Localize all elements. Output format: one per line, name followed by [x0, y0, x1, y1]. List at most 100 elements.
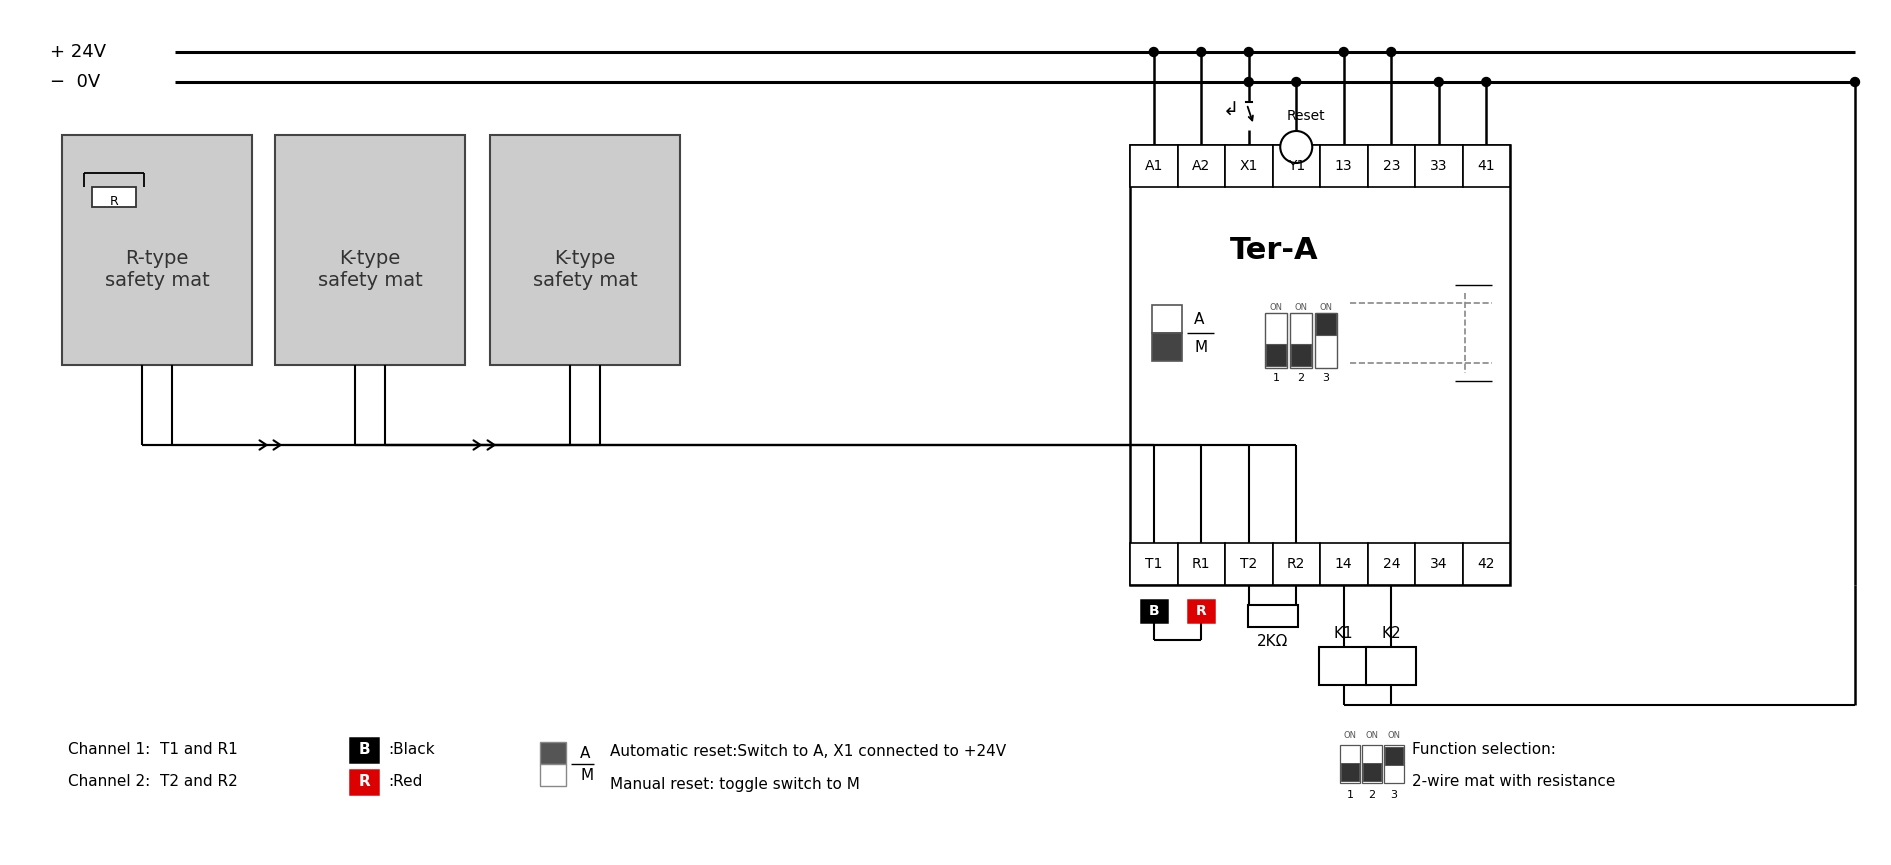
Text: −  0V: − 0V: [49, 73, 100, 91]
Text: K-type
safety mat: K-type safety mat: [533, 249, 637, 291]
Text: Manual reset: toggle switch to M: Manual reset: toggle switch to M: [611, 777, 860, 791]
Bar: [1414, 145, 1462, 187]
Bar: [1265, 313, 1288, 368]
Text: Function selection:: Function selection:: [1413, 742, 1556, 758]
Bar: [1316, 313, 1337, 335]
Bar: [1292, 344, 1310, 366]
Text: ↲: ↲: [1223, 100, 1239, 119]
Text: ON: ON: [1388, 731, 1401, 740]
Bar: [1363, 763, 1380, 781]
Text: 2-wire mat with resistance: 2-wire mat with resistance: [1413, 774, 1615, 790]
Text: B: B: [1148, 604, 1159, 618]
Bar: [1188, 600, 1214, 622]
Circle shape: [1244, 48, 1254, 56]
Text: 34: 34: [1430, 557, 1447, 571]
Bar: [1367, 647, 1416, 685]
Bar: [1320, 543, 1367, 585]
Circle shape: [1292, 78, 1301, 86]
Text: 2KΩ: 2KΩ: [1258, 633, 1288, 649]
Text: Reset: Reset: [1286, 109, 1326, 123]
Text: T1: T1: [1146, 557, 1163, 571]
Bar: [1152, 333, 1182, 361]
Bar: [490, 135, 681, 365]
Text: R: R: [1195, 604, 1206, 618]
Bar: [350, 738, 378, 762]
Bar: [1367, 543, 1414, 585]
Text: A2: A2: [1191, 159, 1210, 173]
Bar: [1131, 145, 1511, 585]
Text: R-type
safety mat: R-type safety mat: [104, 249, 210, 291]
Text: 3: 3: [1390, 790, 1397, 800]
Text: ON: ON: [1269, 303, 1282, 311]
Text: R2: R2: [1288, 557, 1305, 571]
Bar: [1341, 763, 1360, 781]
Circle shape: [1339, 48, 1348, 56]
Text: T2: T2: [1240, 557, 1258, 571]
Bar: [1414, 543, 1462, 585]
Text: K1: K1: [1333, 625, 1354, 640]
Text: 23: 23: [1382, 159, 1399, 173]
Circle shape: [1280, 131, 1312, 163]
Bar: [1225, 145, 1273, 187]
Circle shape: [1483, 78, 1490, 86]
Text: Channel 2:  T2 and R2: Channel 2: T2 and R2: [68, 774, 238, 790]
Text: Ter-A: Ter-A: [1229, 235, 1318, 265]
Text: Y1: Y1: [1288, 159, 1305, 173]
Bar: [1178, 543, 1225, 585]
Bar: [1265, 344, 1286, 366]
Text: 14: 14: [1335, 557, 1352, 571]
Bar: [1384, 747, 1403, 765]
Circle shape: [1150, 48, 1159, 56]
Bar: [350, 770, 378, 794]
Text: M: M: [1193, 339, 1206, 355]
Bar: [1320, 145, 1367, 187]
Bar: [1462, 145, 1511, 187]
Text: 1: 1: [1273, 373, 1280, 383]
Text: 24: 24: [1382, 557, 1399, 571]
Text: R1: R1: [1191, 557, 1210, 571]
Text: ON: ON: [1295, 303, 1307, 311]
Text: 42: 42: [1477, 557, 1496, 571]
Text: R: R: [110, 195, 119, 208]
Bar: [1248, 605, 1297, 627]
Text: B: B: [357, 742, 371, 758]
Text: 1: 1: [1346, 790, 1354, 800]
Circle shape: [1244, 78, 1254, 86]
Text: A: A: [1193, 311, 1205, 326]
Circle shape: [1433, 78, 1443, 86]
Text: R: R: [357, 774, 371, 790]
Bar: [62, 135, 252, 365]
Text: + 24V: + 24V: [49, 43, 106, 61]
Bar: [1341, 745, 1360, 783]
Text: 41: 41: [1477, 159, 1496, 173]
Text: X1: X1: [1240, 159, 1258, 173]
Bar: [93, 187, 136, 207]
Text: ON: ON: [1365, 731, 1379, 740]
Text: A1: A1: [1144, 159, 1163, 173]
Bar: [1273, 145, 1320, 187]
Bar: [541, 742, 565, 764]
Text: :Black: :Black: [388, 742, 435, 758]
Bar: [1384, 745, 1403, 783]
Bar: [1318, 647, 1369, 685]
Bar: [1131, 145, 1178, 187]
Bar: [1152, 305, 1182, 333]
Text: Automatic reset:Switch to A, X1 connected to +24V: Automatic reset:Switch to A, X1 connecte…: [611, 745, 1006, 759]
Bar: [274, 135, 465, 365]
Bar: [1140, 600, 1167, 622]
Bar: [1273, 543, 1320, 585]
Text: :Red: :Red: [388, 774, 422, 790]
Bar: [1367, 145, 1414, 187]
Circle shape: [1851, 78, 1859, 86]
Bar: [1290, 313, 1312, 368]
Text: 2: 2: [1297, 373, 1305, 383]
Circle shape: [1197, 48, 1206, 56]
Bar: [1462, 543, 1511, 585]
Bar: [1225, 543, 1273, 585]
Text: K2: K2: [1382, 625, 1401, 640]
Circle shape: [1386, 48, 1396, 56]
Bar: [1362, 745, 1382, 783]
Bar: [1314, 313, 1337, 368]
Text: K-type
safety mat: K-type safety mat: [318, 249, 422, 291]
Text: Channel 1:  T1 and R1: Channel 1: T1 and R1: [68, 742, 238, 758]
